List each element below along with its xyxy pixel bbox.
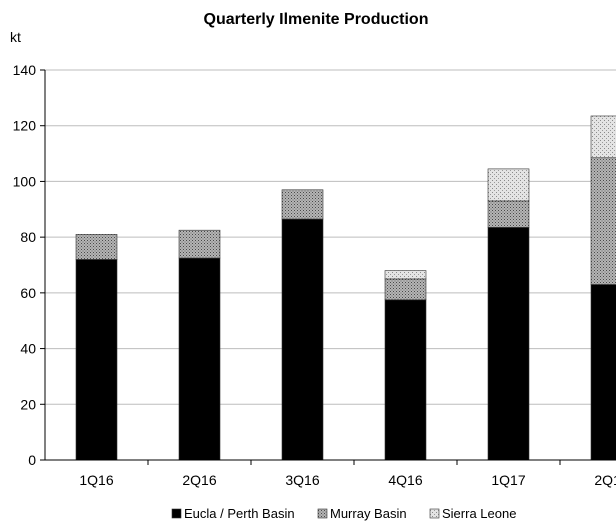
bar-eucla-perth-basin-1q16 (75, 259, 118, 461)
bar-eucla-perth-basin-2q16 (178, 257, 221, 461)
legend-swatch (317, 508, 328, 519)
x-tick-label: 3Q16 (285, 472, 319, 488)
bar-murray-basin-4q16 (384, 278, 427, 301)
bar-sierra-leone-1q17 (487, 168, 530, 202)
bar-eucla-perth-basin-1q17 (487, 227, 530, 461)
y-tick-label: 120 (13, 118, 37, 134)
bar-murray-basin-2q16 (178, 229, 221, 259)
legend-swatch (171, 508, 182, 519)
legend-label: Eucla / Perth Basin (184, 506, 295, 521)
legend: Eucla / Perth Basin Murray Basin Sierra Le… (171, 506, 516, 521)
bar-murray-basin-1q17 (487, 200, 530, 228)
gridlines (45, 69, 616, 405)
y-tick-label: 0 (28, 452, 36, 468)
x-tick-label: 2Q17 (594, 472, 616, 488)
bar-sierra-leone-2q17 (590, 115, 616, 159)
x-tick-label: 2Q16 (182, 472, 216, 488)
x-tick-label: 1Q16 (79, 472, 113, 488)
y-tick-label: 40 (20, 341, 36, 357)
y-tick-label: 100 (13, 173, 37, 189)
y-tick-label: 140 (13, 62, 37, 78)
axes (44, 70, 616, 461)
y-tick-label: 60 (20, 285, 36, 301)
legend-label: Murray Basin (330, 506, 407, 521)
bar-eucla-perth-basin-3q16 (281, 218, 324, 461)
bar-eucla-perth-basin-4q16 (384, 299, 427, 461)
y-tick-labels: 0 20 40 60 80 100 120 140 (13, 62, 45, 468)
x-tick-label: 1Q17 (491, 472, 525, 488)
chart-title: Quarterly Ilmenite Production (204, 11, 429, 28)
y-axis-unit-label: kt (10, 29, 21, 45)
legend-label: Sierra Leone (442, 506, 516, 521)
x-tick-label: 4Q16 (388, 472, 422, 488)
legend-swatch (429, 508, 440, 519)
bar-murray-basin-1q16 (75, 234, 118, 260)
bar-eucla-perth-basin-2q17 (590, 284, 616, 461)
bar-murray-basin-2q17 (590, 157, 616, 285)
bar-sierra-leone-4q16 (384, 270, 427, 280)
bar-murray-basin-3q16 (281, 189, 324, 220)
y-tick-label: 20 (20, 396, 36, 412)
bars (75, 115, 616, 461)
y-tick-label: 80 (20, 229, 36, 245)
x-tick-labels: 1Q16 2Q16 3Q16 4Q16 1Q17 2Q17 (79, 460, 616, 488)
